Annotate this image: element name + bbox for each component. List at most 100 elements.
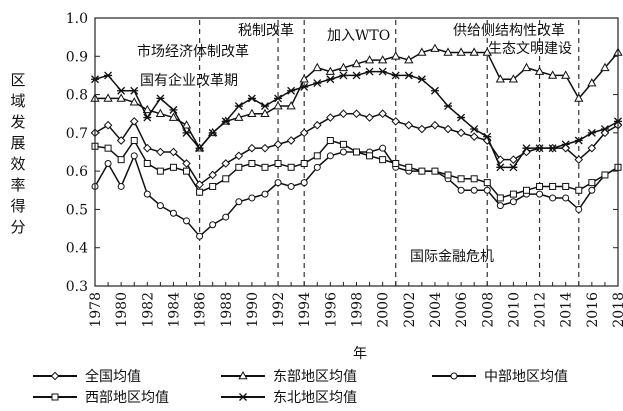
data-point-central: [313, 163, 321, 171]
data-point-central: [588, 186, 596, 194]
data-point-central: [379, 144, 387, 152]
y-axis-label-char: 率: [10, 176, 25, 194]
data-point-national: [496, 155, 505, 164]
data-point-national: [456, 128, 466, 138]
data-point-central: [326, 152, 334, 160]
data-point-northeastern: [509, 163, 518, 172]
data-point-central: [169, 209, 177, 217]
data-point-national: [312, 120, 322, 130]
data-point-western: [300, 159, 308, 167]
data-point-northeastern: [417, 75, 426, 84]
data-point-national: [326, 113, 335, 122]
data-point-western: [392, 159, 400, 167]
data-point-eastern: [247, 108, 257, 118]
plot-area-frame: [94, 17, 619, 287]
data-point-central: [549, 194, 557, 202]
data-point-eastern: [574, 93, 584, 102]
data-point-central: [235, 198, 243, 206]
x-tick-label: 2008: [480, 292, 496, 328]
data-point-eastern: [338, 62, 349, 72]
data-point-eastern: [234, 112, 244, 121]
data-point-eastern: [377, 55, 388, 64]
data-point-western: [156, 167, 164, 175]
data-point-eastern: [286, 101, 296, 110]
x-tick-label: 1994: [297, 292, 313, 328]
data-point-western: [313, 152, 321, 160]
data-point-northeastern: [169, 105, 178, 114]
data-point-national: [286, 136, 296, 145]
y-axis-label-char: 分: [10, 218, 25, 236]
data-point-national: [587, 143, 597, 153]
data-point-western: [457, 175, 465, 183]
legend-label: 东部地区均值: [273, 369, 357, 385]
data-point-northeastern: [117, 86, 126, 95]
data-point-eastern: [129, 97, 139, 106]
data-series: [90, 43, 623, 240]
legend-marker: [450, 372, 458, 380]
annotation-ecological-civilization: 生态文明建设: [488, 41, 572, 57]
data-point-central: [339, 148, 347, 156]
x-tick-label: 2000: [376, 292, 392, 328]
y-tick-label: 0.9: [66, 49, 88, 65]
x-tick-label: 2012: [533, 292, 549, 328]
data-point-northeastern: [156, 94, 165, 103]
data-point-eastern: [482, 47, 492, 56]
y-axis-label-char: 效: [10, 155, 25, 173]
data-point-western: [248, 159, 256, 167]
data-point-northeastern: [143, 113, 152, 122]
data-point-eastern: [155, 108, 166, 118]
x-tick-label: 2018: [611, 292, 623, 328]
data-point-western: [575, 186, 583, 194]
x-tick-label: 2006: [454, 292, 470, 328]
event-annotations: 国有企业改革期 市场经济体制改革 税制改革 加入WTO 国际金融危机 供给侧结构…: [137, 23, 572, 265]
data-point-western: [562, 182, 570, 190]
data-point-central: [509, 198, 517, 206]
data-point-western: [444, 171, 452, 179]
data-point-eastern: [273, 101, 283, 110]
data-point-national: [404, 120, 414, 130]
data-point-western: [509, 190, 517, 198]
data-point-western: [353, 148, 360, 156]
data-point-central: [483, 186, 491, 194]
data-point-national: [430, 120, 440, 130]
x-tick-label: 2010: [506, 292, 522, 328]
y-tick-label: 0.8: [66, 88, 88, 104]
data-point-northeastern: [339, 71, 348, 80]
data-point-central: [117, 182, 125, 190]
data-point-national: [378, 109, 387, 119]
x-tick-label: 1996: [323, 292, 339, 328]
data-point-eastern: [260, 108, 270, 118]
data-point-national: [116, 136, 126, 145]
data-point-northeastern: [404, 71, 413, 80]
legend-label: 西部地区均值: [85, 390, 169, 406]
data-point-national: [339, 109, 348, 119]
data-point-national: [417, 124, 427, 134]
x-tick-label: 1984: [166, 292, 182, 328]
data-point-western: [117, 156, 125, 164]
data-point-central: [209, 221, 217, 229]
data-point-western: [549, 182, 557, 190]
legend-marker: [50, 371, 60, 381]
y-axis-ticks: 0.3 0.4 0.5 0.6 0.7 0.8 0.9 1.0: [66, 11, 618, 295]
data-point-western: [104, 144, 112, 152]
data-point-northeastern: [522, 144, 531, 153]
data-point-western: [470, 175, 478, 183]
y-axis-label-char: 区: [10, 71, 25, 89]
data-point-western: [235, 163, 243, 171]
y-tick-label: 1.0: [66, 11, 88, 27]
data-point-northeastern: [104, 71, 113, 80]
data-point-eastern: [547, 70, 558, 79]
data-point-eastern: [561, 70, 571, 79]
data-point-national: [208, 170, 217, 180]
annotation-financial-crisis: 国际金融危机: [410, 249, 494, 265]
data-point-northeastern: [365, 67, 374, 76]
data-point-eastern: [521, 62, 532, 72]
data-point-eastern: [325, 66, 336, 75]
data-point-national: [234, 151, 244, 161]
y-tick-label: 0.7: [66, 126, 88, 142]
series-central: [91, 144, 622, 240]
data-point-western: [379, 156, 387, 164]
